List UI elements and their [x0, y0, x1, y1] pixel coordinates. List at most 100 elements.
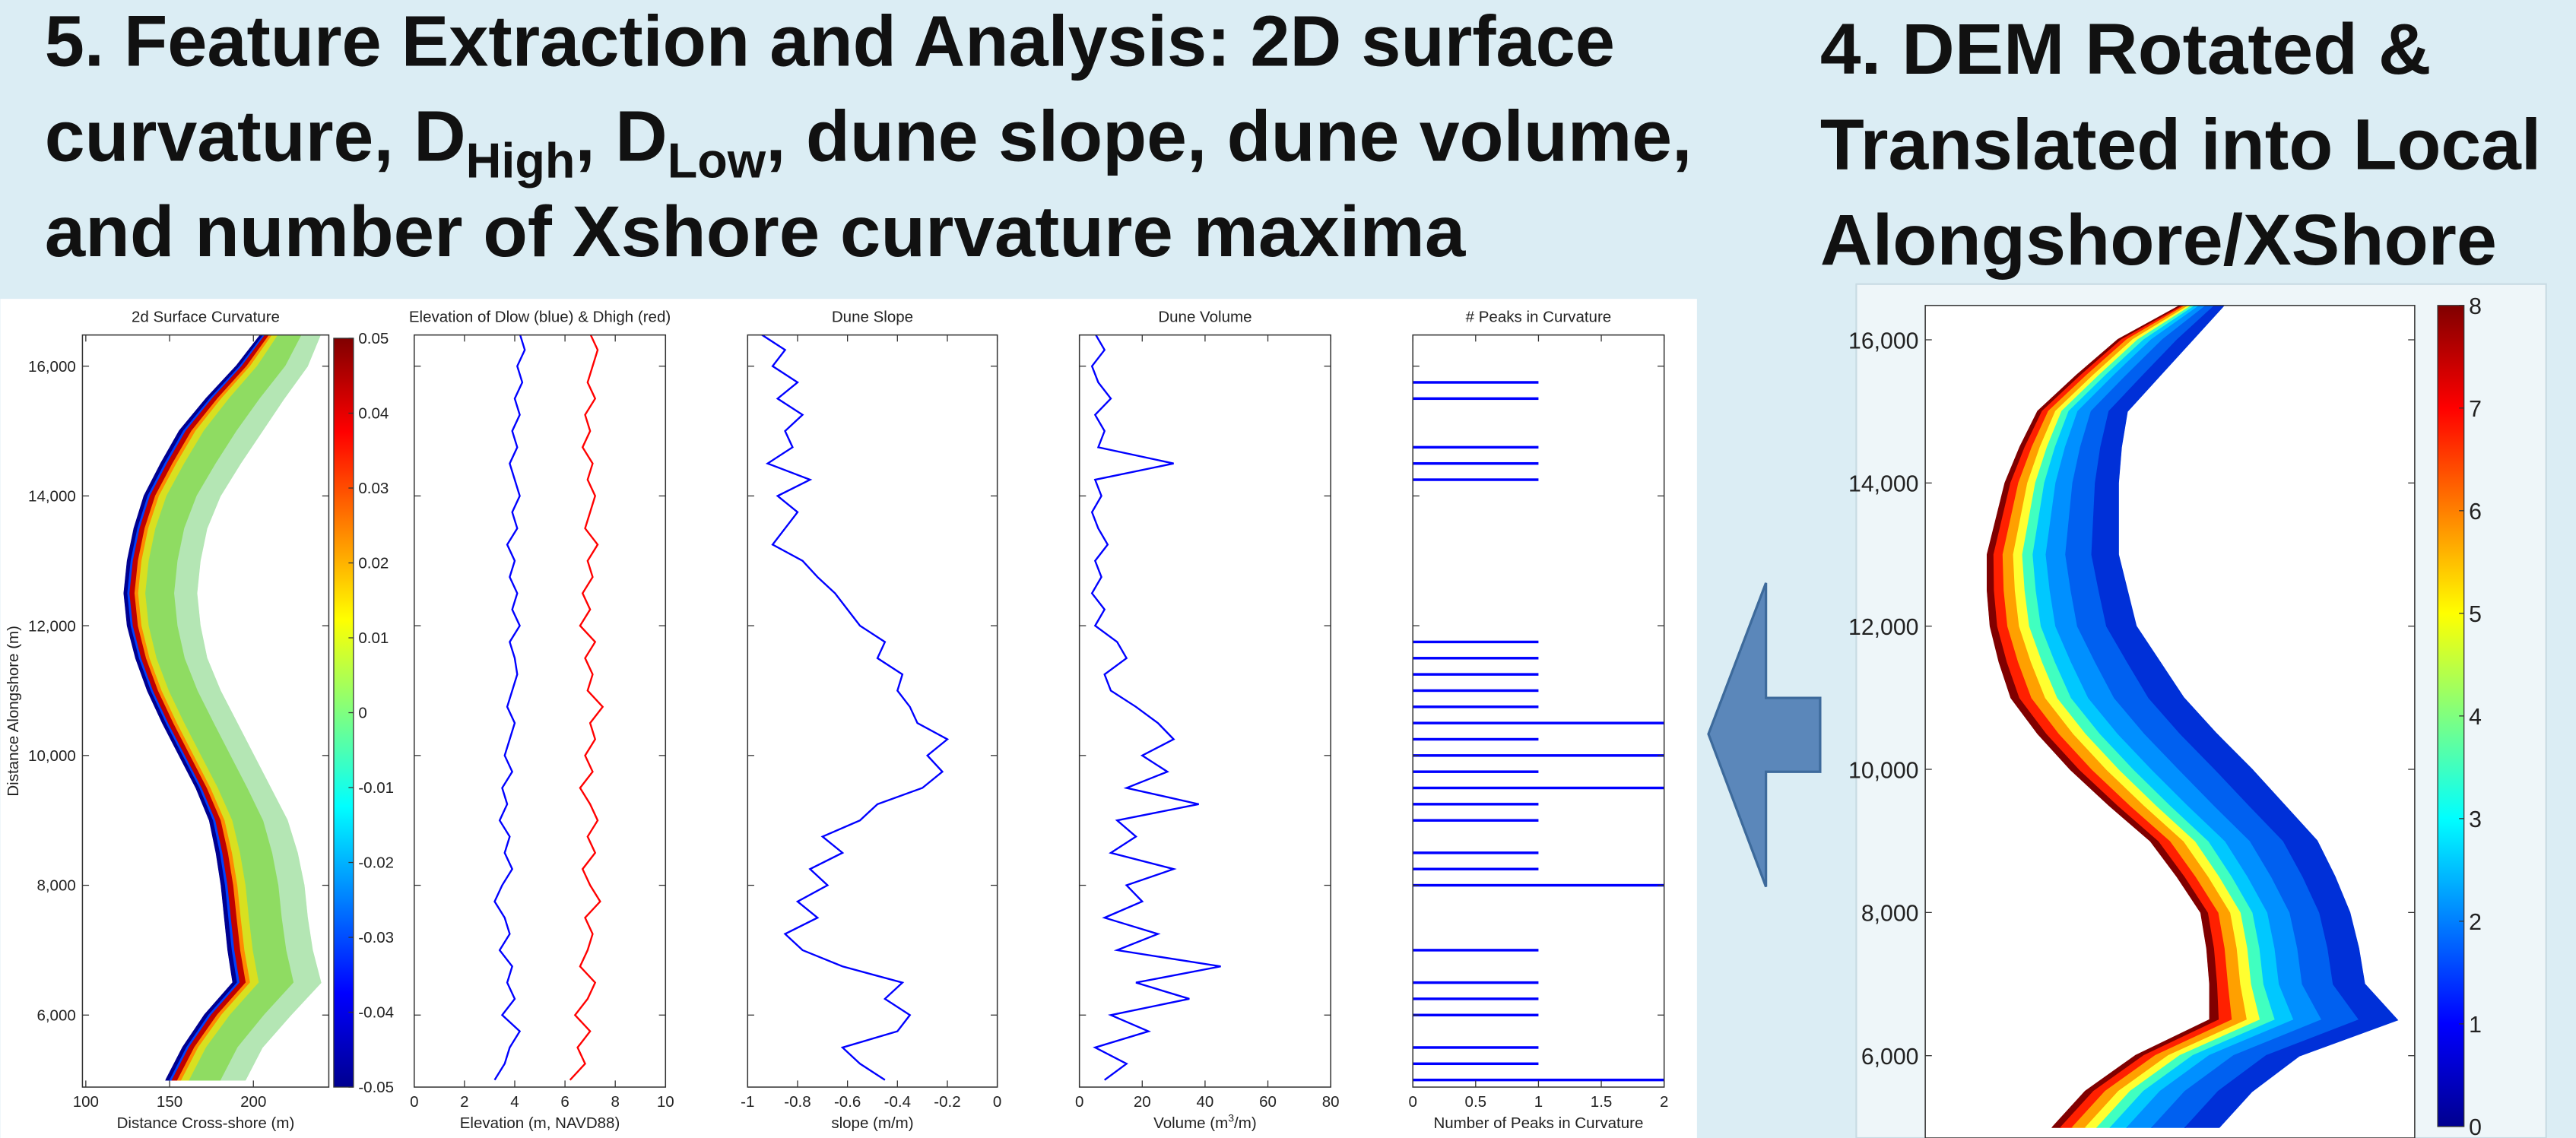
title-subscript: Low — [668, 132, 766, 188]
colorbar-tick-label: 7 — [2469, 397, 2482, 422]
x-tick-label: 0 — [993, 1093, 1001, 1111]
x-tick-label: 2 — [1660, 1093, 1668, 1111]
bar — [1413, 786, 1664, 790]
y-tick-label: 16,000 — [28, 358, 76, 376]
title-part: , dune slope, dune volume, — [766, 97, 1692, 177]
colorbar-tick-label: 0.04 — [358, 405, 389, 423]
x-tick-label: 80 — [1322, 1093, 1340, 1111]
bar — [1413, 397, 1539, 401]
plot: Dune Volume 0 20 40 60 80 Volume (m3/m) — [1075, 308, 1340, 1132]
bar — [1413, 445, 1539, 449]
x-tick-label: -0.2 — [934, 1093, 960, 1111]
bar — [1413, 689, 1539, 693]
y-tick-label: 10,000 — [1848, 758, 1918, 783]
colorbar-tick-label: 3 — [2469, 807, 2482, 832]
plot-area — [414, 334, 666, 1088]
bar — [1413, 1062, 1539, 1066]
x-axis-label: Volume (m3/m) — [1153, 1111, 1257, 1132]
title-part: , D — [575, 97, 667, 177]
bar — [1413, 851, 1539, 854]
plot-frame — [747, 334, 998, 1088]
x-axis-label-part: Volume (m — [1153, 1114, 1228, 1132]
y-tick-label: 10,000 — [28, 747, 76, 765]
x-tick-label: 6 — [560, 1093, 569, 1111]
data-layer — [1986, 305, 2399, 1128]
x-tick-label: 0 — [1408, 1093, 1416, 1111]
x-axis-label-part: 3 — [1228, 1111, 1234, 1124]
x-tick-label: 150 — [157, 1093, 182, 1111]
y-tick-label: 12,000 — [28, 617, 76, 635]
bar — [1413, 1013, 1539, 1017]
bar — [1413, 883, 1664, 887]
data-layer — [1090, 334, 1221, 1081]
y-tick-label: 8,000 — [1861, 902, 1919, 927]
bar — [1413, 737, 1539, 741]
x-tick-label: 60 — [1259, 1093, 1277, 1111]
x-tick-label: -0.4 — [884, 1093, 911, 1111]
bar — [1413, 867, 1539, 870]
x-tick-label: 0.5 — [1465, 1093, 1487, 1111]
x-tick-label: 4 — [510, 1093, 519, 1111]
bar — [1413, 673, 1539, 676]
right-title-line: 4. DEM Rotated & — [1820, 9, 2432, 90]
plot-area — [1079, 334, 1331, 1088]
trace — [569, 334, 604, 1081]
plot-frame — [414, 334, 667, 1088]
colorbar-tick-label: 6 — [2469, 499, 2482, 525]
bar — [1413, 1046, 1539, 1049]
data-layer — [123, 334, 322, 1081]
plot: Elevation of Dlow (blue) & Dhigh (red) 0 2… — [409, 308, 674, 1132]
trace — [1090, 334, 1221, 1081]
x-axis-label: Number of Peaks in Curvature — [1433, 1114, 1643, 1132]
colorbar-tick-label: 0.05 — [358, 330, 389, 347]
colorbar-tick-label: -0.01 — [358, 779, 394, 797]
colorbar-tick-label: 5 — [2469, 602, 2482, 627]
x-tick-label: 20 — [1134, 1093, 1151, 1111]
data-layer — [1413, 381, 1664, 1082]
bar — [1413, 997, 1539, 1000]
bar — [1413, 640, 1539, 644]
x-axis-label: Elevation (m, NAVD88) — [460, 1114, 620, 1132]
plot-area — [1413, 334, 1664, 1088]
x-tick-label: 40 — [1196, 1093, 1213, 1111]
x-tick-label: 0 — [1075, 1093, 1083, 1111]
band-edge — [1986, 305, 2211, 1128]
y-tick-label: 14,000 — [1848, 472, 1918, 497]
colorbar-tick-label: -0.05 — [358, 1079, 394, 1096]
x-tick-label: 10 — [657, 1093, 674, 1111]
colorbar-tick-label: 8 — [2469, 294, 2482, 319]
chart-title: Dune Volume — [1158, 308, 1252, 325]
left-title-line: 5. Feature Extraction and Analysis: 2D s… — [45, 1, 1615, 81]
chart-title: Elevation of Dlow (blue) & Dhigh (red) — [409, 308, 671, 325]
plot-frame — [1078, 334, 1331, 1088]
bar — [1413, 657, 1539, 660]
colorbar-tick-label: 0 — [2469, 1115, 2482, 1138]
plot-frame — [81, 334, 330, 1088]
colorbar-tick-label: -0.04 — [358, 1004, 394, 1022]
data-layer — [760, 334, 950, 1081]
band-edge — [2117, 305, 2399, 1128]
x-tick-label: 1 — [1534, 1093, 1543, 1111]
colorbar-tick-label: 0.02 — [358, 555, 389, 572]
bar — [1413, 478, 1539, 481]
y-tick-label: 16,000 — [1848, 328, 1918, 353]
plot-area — [747, 334, 998, 1088]
chart-title: Dune Slope — [832, 308, 913, 325]
x-axis-label: slope (m/m) — [831, 1114, 913, 1132]
x-tick-label: 8 — [611, 1093, 619, 1111]
plot-frame — [1412, 334, 1665, 1088]
colorbar-tick-label: 4 — [2469, 705, 2482, 730]
left-title-line: curvature, DHigh, DLow, dune slope, dune… — [45, 97, 1692, 189]
colorbar-tick-label: -0.03 — [358, 929, 394, 946]
bar — [1413, 981, 1539, 984]
colorbar-tick-label: -0.02 — [358, 854, 394, 872]
bar — [1413, 949, 1539, 952]
x-tick-label: -1 — [741, 1093, 754, 1111]
x-tick-label: 200 — [240, 1093, 266, 1111]
colorbar-tick-label: 1 — [2469, 1013, 2482, 1038]
x-tick-label: 0 — [410, 1093, 418, 1111]
bar — [1413, 705, 1539, 708]
bar — [1413, 721, 1664, 724]
